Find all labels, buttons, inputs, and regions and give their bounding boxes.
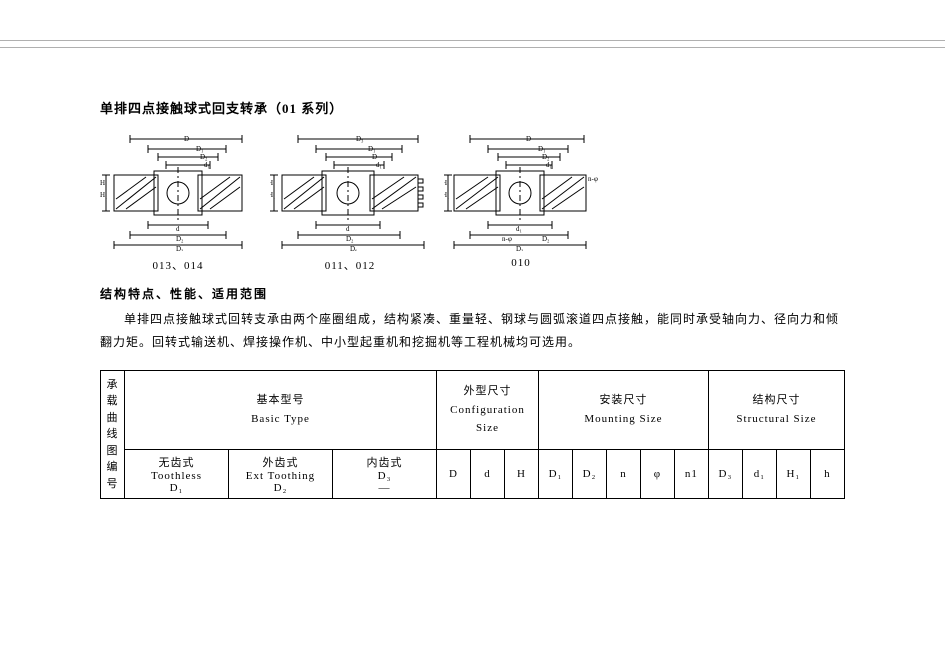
sub-text: 外齿式: [231, 454, 330, 470]
page-title: 单排四点接触球式回支转承（01 系列）: [100, 98, 845, 117]
header-text-zh: 安装尺寸: [541, 391, 706, 410]
svg-text:H: H: [270, 179, 273, 187]
svg-text:D₁: D₁: [196, 145, 204, 153]
svg-text:d₁: d₁: [376, 161, 382, 169]
bearing-diagram-icon: D₃ D₁Dd₁ H H₁ d D₂ Dₑ: [270, 131, 430, 251]
sub-text: Ext Toothing: [231, 470, 330, 482]
content-area: 单排四点接触球式回支转承（01 系列）: [0, 98, 945, 499]
page: 单排四点接触球式回支转承（01 系列）: [0, 0, 945, 499]
col-D2: D₂: [572, 450, 606, 499]
header-config-size: 外型尺寸 Configuration Size: [437, 370, 539, 450]
header-text-en: Structural Size: [711, 410, 842, 429]
col-h: h: [810, 450, 844, 499]
svg-text:D₂: D₂: [542, 153, 550, 161]
sub-symbol: D₂: [231, 482, 330, 494]
svg-text:H₁: H₁: [270, 191, 276, 199]
svg-text:n-φ: n-φ: [502, 235, 512, 243]
diagram-010: DD₁D₂d₁ n-φ HH₁ d₁n-φD₂D₃ 010: [444, 131, 598, 273]
sub-text: 无齿式: [127, 454, 226, 470]
sub-symbol: D₁: [127, 482, 226, 494]
svg-text:Dₑ: Dₑ: [350, 245, 357, 251]
col-D: D: [437, 450, 471, 499]
col-n1: n1: [674, 450, 708, 499]
sub-symbol: —: [335, 482, 434, 494]
sub-text: Toothless: [127, 470, 226, 482]
svg-text:d₁: d₁: [204, 161, 210, 169]
diagram-label: 011、012: [325, 257, 376, 273]
diagram-label: 013、014: [153, 257, 204, 273]
header-mount-size: 安装尺寸 Mounting Size: [538, 370, 708, 450]
svg-text:H₁: H₁: [100, 191, 108, 199]
header-text-zh: 结构尺寸: [711, 391, 842, 410]
svg-text:D₂: D₂: [346, 235, 354, 243]
col-n: n: [606, 450, 640, 499]
svg-text:D₁: D₁: [368, 145, 376, 153]
header-text-zh: 基本型号: [127, 391, 434, 410]
header-text-en: Mounting Size: [541, 410, 706, 429]
svg-text:d: d: [346, 225, 350, 233]
subheader-ext-tooth: 外齿式 Ext Toothing D₂: [229, 450, 333, 499]
header-text-en: Configuration Size: [439, 401, 536, 438]
svg-text:n-φ: n-φ: [588, 175, 598, 183]
description-paragraph: 单排四点接触球式回转支承由两个座圈组成，结构紧凑、重量轻、钢球与圆弧滚道四点接触…: [100, 308, 845, 354]
svg-text:d₁: d₁: [516, 225, 522, 233]
header-text-zh: 外型尺寸: [439, 382, 536, 401]
svg-text:D: D: [526, 135, 531, 143]
table-subheader-row: 无齿式 Toothless D₁ 外齿式 Ext Toothing D₂ 内齿式…: [101, 450, 845, 499]
table-header-row: 承载曲线图编号 基本型号 Basic Type 外型尺寸 Configurati…: [101, 370, 845, 450]
svg-text:H₁: H₁: [444, 191, 450, 199]
col-D3: D₃: [708, 450, 742, 499]
diagram-013-014: DD₁D₂d₁ HH₁ dD₂D₃ 013、014: [100, 131, 256, 273]
svg-text:D₂: D₂: [176, 235, 184, 243]
section-title: 结构特点、性能、适用范围: [100, 285, 845, 302]
diagram-row: DD₁D₂d₁ HH₁ dD₂D₃ 013、014: [100, 131, 845, 273]
bearing-diagram-icon: DD₁D₂d₁ HH₁ dD₂D₃: [100, 131, 256, 251]
col-H1: H₁: [776, 450, 810, 499]
svg-text:D₂: D₂: [200, 153, 208, 161]
header-basic-type: 基本型号 Basic Type: [125, 370, 437, 450]
row-header-vertical: 承载曲线图编号: [101, 370, 125, 499]
svg-text:D: D: [184, 135, 189, 143]
svg-text:H: H: [100, 179, 105, 187]
col-d1: d₁: [742, 450, 776, 499]
top-rule: [0, 40, 945, 41]
top-rule-2: [0, 47, 945, 48]
table: 承载曲线图编号 基本型号 Basic Type 外型尺寸 Configurati…: [100, 370, 845, 500]
subheader-toothless: 无齿式 Toothless D₁: [125, 450, 229, 499]
svg-text:D₁: D₁: [538, 145, 546, 153]
diagram-011-012: D₃ D₁Dd₁ H H₁ d D₂ Dₑ 011、012: [270, 131, 430, 273]
svg-text:d₁: d₁: [546, 161, 552, 169]
svg-text:D₃: D₃: [356, 135, 364, 143]
diagram-label: 010: [511, 257, 531, 269]
col-D1: D₁: [538, 450, 572, 499]
svg-text:D₃: D₃: [176, 245, 184, 251]
sub-text: 内齿式: [335, 454, 434, 470]
header-text-en: Basic Type: [127, 410, 434, 429]
col-H: H: [505, 450, 539, 499]
svg-text:D₃: D₃: [516, 245, 524, 251]
spec-table: 承载曲线图编号 基本型号 Basic Type 外型尺寸 Configurati…: [100, 370, 845, 500]
col-phi: φ: [640, 450, 674, 499]
bearing-diagram-icon: DD₁D₂d₁ n-φ HH₁ d₁n-φD₂D₃: [444, 131, 598, 251]
col-d: d: [471, 450, 505, 499]
sub-text: D₃: [335, 470, 434, 482]
svg-text:D₂: D₂: [542, 235, 550, 243]
svg-text:d: d: [176, 225, 180, 233]
subheader-int-tooth: 内齿式 D₃ —: [333, 450, 437, 499]
header-struct-size: 结构尺寸 Structural Size: [708, 370, 844, 450]
svg-text:D: D: [372, 153, 377, 161]
svg-text:H: H: [444, 179, 447, 187]
